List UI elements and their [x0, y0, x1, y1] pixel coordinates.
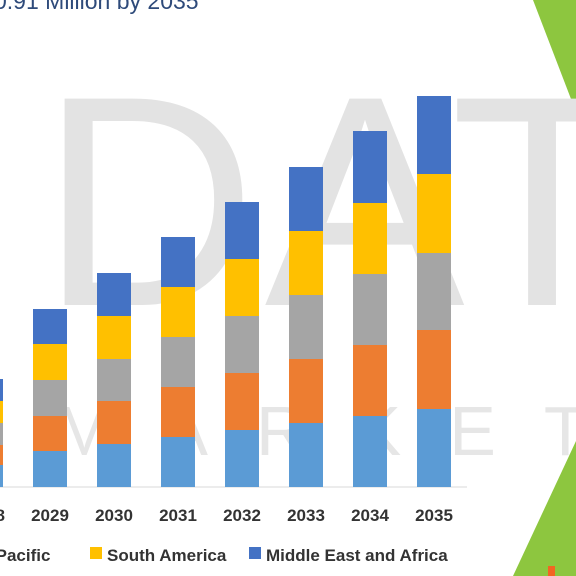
green-corner-top — [533, 0, 576, 112]
x-tick-labels: 2028 2029 2030 2031 2032 2033 2034 2035 — [0, 506, 453, 525]
green-corner-bottom — [513, 441, 576, 576]
x-tick-label: 2032 — [223, 506, 261, 525]
bar-2030-series-0 — [97, 444, 131, 487]
bar-2033-series-2 — [289, 295, 323, 359]
bar-2028-series-3 — [0, 401, 3, 423]
bar-2035-series-0 — [417, 409, 451, 487]
bar-2031-series-0 — [161, 437, 195, 487]
x-tick-label: 2033 — [287, 506, 325, 525]
bar-2032-series-1 — [225, 373, 259, 430]
bar-2034-series-1 — [353, 345, 387, 416]
bar-2030-series-3 — [97, 316, 131, 359]
legend-swatch — [249, 547, 261, 559]
bar-2031-series-1 — [161, 387, 195, 437]
bar-2032-series-4 — [225, 202, 259, 259]
bar-2035-series-1 — [417, 330, 451, 409]
x-tick-label: 2034 — [351, 506, 389, 525]
bar-2032-series-3 — [225, 259, 259, 316]
bar-2034-series-3 — [353, 203, 387, 274]
legend-label: South America — [107, 546, 227, 565]
x-tick-label: 2029 — [31, 506, 69, 525]
bar-2035-series-4 — [417, 96, 451, 174]
bar-2029-series-4 — [33, 309, 67, 344]
bar-2030-series-4 — [97, 273, 131, 316]
bar-2034-series-2 — [353, 274, 387, 345]
bar-2035-series-2 — [417, 253, 451, 330]
bar-2029-series-3 — [33, 344, 67, 380]
chart-title: 0.91 Million by 2035 — [0, 0, 199, 14]
x-tick-label: 2031 — [159, 506, 197, 525]
bar-2035-series-3 — [417, 174, 451, 253]
legend-label: Asia Pacific — [0, 546, 50, 565]
bar-2031-series-2 — [161, 337, 195, 387]
legend-label: Middle East and Africa — [266, 546, 448, 565]
bar-2030-series-1 — [97, 401, 131, 444]
bar-2034-series-4 — [353, 131, 387, 203]
bar-2028-series-2 — [0, 423, 3, 445]
bar-2032-series-0 — [225, 430, 259, 487]
x-tick-label: 2030 — [95, 506, 133, 525]
legend-swatch — [90, 547, 102, 559]
bar-2028-series-4 — [0, 379, 3, 401]
bar-2031-series-3 — [161, 287, 195, 337]
bar-2034-series-0 — [353, 416, 387, 487]
bar-2033-series-1 — [289, 359, 323, 423]
bar-2031-series-4 — [161, 237, 195, 287]
bar-2028-series-0 — [0, 465, 3, 487]
bar-2029-series-1 — [33, 416, 67, 451]
orange-accent — [548, 566, 555, 576]
bar-2033-series-0 — [289, 423, 323, 487]
bar-2029-series-2 — [33, 380, 67, 416]
bar-2030-series-2 — [97, 359, 131, 401]
bar-2028-series-1 — [0, 445, 3, 465]
bar-2029-series-0 — [33, 451, 67, 487]
x-tick-label: 2028 — [0, 506, 5, 525]
bar-2033-series-4 — [289, 167, 323, 231]
bar-2032-series-2 — [225, 316, 259, 373]
bar-2033-series-3 — [289, 231, 323, 295]
x-tick-label: 2035 — [415, 506, 453, 525]
bars-group — [0, 96, 451, 487]
